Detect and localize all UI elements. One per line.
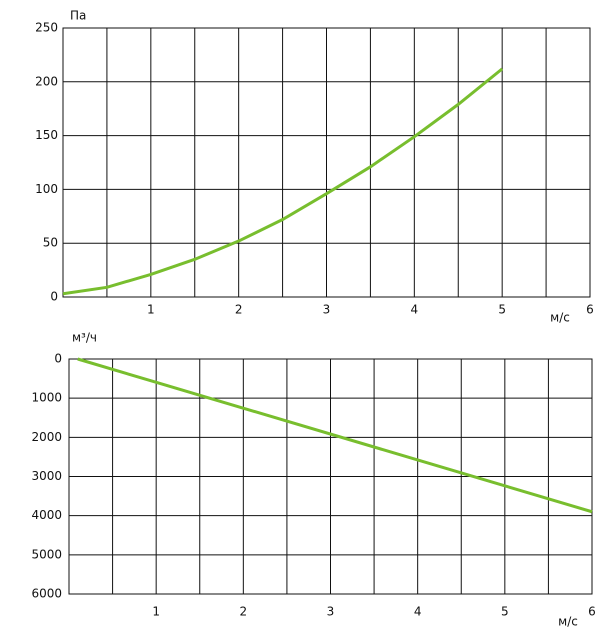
data-line [62,67,504,296]
x-tick-label: 3 [327,605,335,619]
x-tick-label: 6 [588,605,596,619]
y-tick-label: 150 [35,128,58,142]
y-tick-label: 2000 [31,430,62,444]
x-tick-label: 1 [147,303,155,317]
x-tick-label: 5 [501,605,509,619]
y-tick-label: 50 [43,236,58,250]
y-tick-label: 200 [35,74,58,88]
y-axis-label: Па [70,9,86,23]
y-tick-label: 250 [35,21,58,35]
x-tick-label: 4 [414,605,422,619]
data-line [77,357,593,514]
y-tick-label: 100 [35,182,58,196]
x-tick-label: 6 [586,303,594,317]
x-tick-label: 2 [235,303,243,317]
x-tick-label: 3 [323,303,331,317]
x-tick-label: 5 [498,303,506,317]
y-tick-label: 0 [54,352,62,366]
x-tick-label: 1 [152,605,160,619]
x-tick-label: 4 [411,303,419,317]
y-tick-label: 1000 [31,391,62,405]
y-tick-label: 4000 [31,508,62,522]
y-tick-label: 5000 [31,547,62,561]
y-axis-label: м³/ч [72,331,97,345]
x-tick-label: 2 [240,605,248,619]
y-tick-label: 3000 [31,469,62,483]
y-tick-label: 6000 [31,587,62,601]
y-tick-label: 0 [50,290,58,304]
x-axis-label: м/с [550,311,570,325]
x-axis-label: м/с [558,615,578,629]
